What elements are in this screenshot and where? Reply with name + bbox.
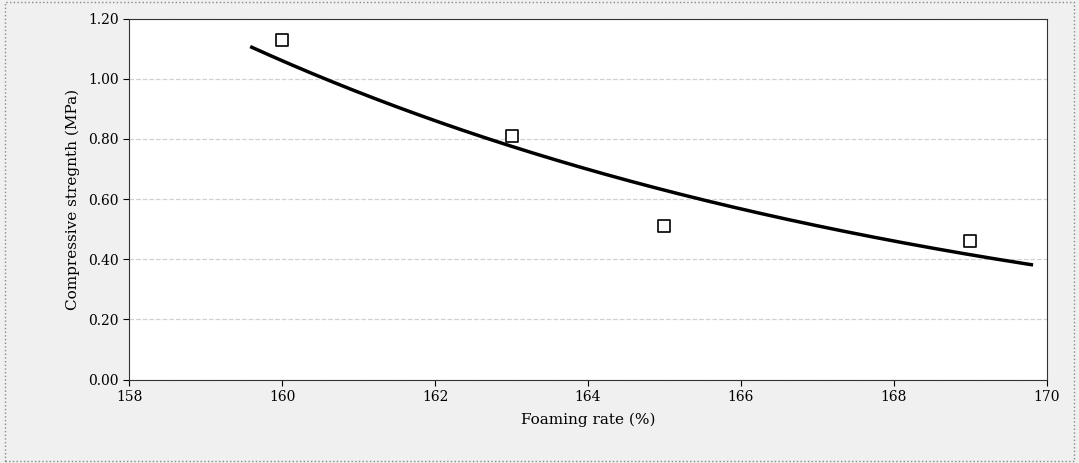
- Y-axis label: Compressive stregnth (MPa): Compressive stregnth (MPa): [66, 88, 80, 310]
- Point: [961, 238, 979, 245]
- X-axis label: Foaming rate (%): Foaming rate (%): [521, 413, 655, 427]
- Point: [656, 223, 673, 230]
- Point: [274, 36, 291, 44]
- Point: [503, 132, 520, 140]
